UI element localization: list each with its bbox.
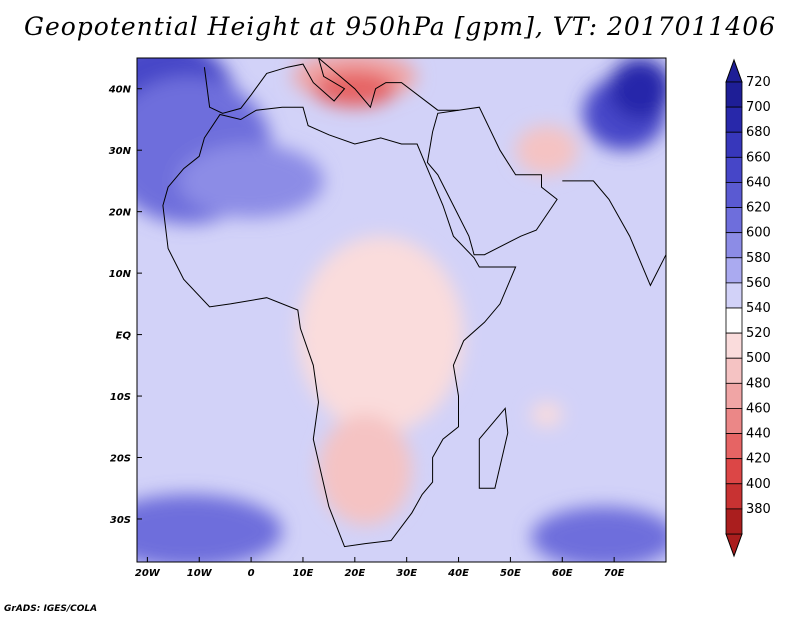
- colorbar-swatch-720: [725, 81, 743, 108]
- colorbar: 720 700 680 660 640 620 600 580 560 540 520 500 480 4…: [725, 58, 771, 558]
- colorbar-label-380: 380: [746, 502, 771, 517]
- colorbar-swatch-480: [725, 382, 743, 409]
- colorbar-label-560: 560: [746, 276, 771, 291]
- map-area: [137, 58, 666, 562]
- lat-label-4: EQ: [116, 331, 132, 342]
- colorbar-label-460: 460: [746, 401, 771, 416]
- credit-label: GrADS: IGES/COLA: [4, 604, 98, 614]
- colorbar-label-440: 440: [746, 427, 771, 442]
- colorbar-label-480: 480: [746, 376, 771, 391]
- colorbar-label-680: 680: [746, 125, 771, 140]
- colorbar-swatch-500: [725, 357, 743, 384]
- field-blob-11: [137, 494, 283, 562]
- lat-label-3: 10N: [109, 269, 132, 280]
- lat-label-6: 20S: [110, 454, 131, 465]
- colorbar-swatch-620: [725, 207, 743, 234]
- colorbar-swatch-380: [725, 508, 743, 535]
- colorbar-swatch-680: [725, 131, 743, 158]
- coastline-2: [478, 407, 509, 489]
- lon-label-9: 70E: [604, 568, 625, 579]
- lon-label-3: 10E: [293, 568, 314, 579]
- field-blob-13: [531, 402, 563, 427]
- coastline-india: [562, 180, 666, 287]
- map-frame: [136, 57, 667, 563]
- colorbar-swatch-520: [725, 332, 743, 359]
- colorbar-swatch-700: [725, 106, 743, 133]
- colorbar-label-580: 580: [746, 251, 771, 266]
- colorbar-top-arrow: [725, 58, 743, 83]
- height-field: [137, 58, 666, 562]
- coastlines: [162, 58, 666, 548]
- colorbar-label-660: 660: [746, 150, 771, 165]
- colorbar-swatch-600: [725, 232, 743, 259]
- lon-label-2: 0: [248, 568, 255, 579]
- lat-label-5: 10S: [110, 392, 131, 403]
- lon-label-5: 30E: [396, 568, 417, 579]
- field-blob-6: [515, 125, 578, 175]
- lat-label-2: 20N: [109, 208, 132, 219]
- colorbar-swatch-540: [725, 307, 743, 334]
- colorbar-label-720: 720: [746, 75, 771, 90]
- lon-label-0: 20W: [135, 568, 161, 579]
- lat-label-7: 30S: [110, 515, 131, 526]
- field-blob-10: [318, 414, 412, 526]
- lon-label-1: 10W: [187, 568, 213, 579]
- lat-label-0: 40N: [108, 85, 132, 96]
- colorbar-swatch-420: [725, 458, 743, 485]
- longitude-axis: 20W 10W 0 10E 20E 30E 40E 50E 60E 70E: [135, 557, 625, 579]
- colorbar-label-700: 700: [746, 100, 771, 115]
- colorbar-label-420: 420: [746, 452, 771, 467]
- colorbar-swatch-580: [725, 257, 743, 284]
- field-blob-12: [531, 506, 666, 562]
- coastline-1: [426, 106, 558, 256]
- field-blob-8: [608, 58, 666, 120]
- coastline-europe: [203, 58, 459, 114]
- colorbar-swatch-400: [725, 483, 743, 510]
- lon-label-4: 20E: [344, 568, 365, 579]
- colorbar-label-400: 400: [746, 477, 771, 492]
- latitude-axis: 40N 30N 20N 10N EQ 10S 20S 30S: [108, 85, 142, 526]
- field-blob-9: [297, 236, 464, 433]
- colorbar-swatch-660: [725, 156, 743, 183]
- colorbar-swatch-440: [725, 433, 743, 460]
- colorbar-label-500: 500: [746, 351, 771, 366]
- lon-label-8: 60E: [552, 568, 573, 579]
- colorbar-swatch-560: [725, 282, 743, 309]
- colorbar-swatch-460: [725, 408, 743, 434]
- colorbar-bottom-arrow: [725, 533, 743, 558]
- colorbar-label-520: 520: [746, 326, 771, 341]
- colorbar-swatch-640: [725, 182, 743, 208]
- colorbar-label-620: 620: [746, 201, 771, 216]
- colorbar-label-600: 600: [746, 226, 771, 241]
- lon-label-7: 50E: [500, 568, 521, 579]
- coastline-0: [162, 106, 517, 548]
- lon-label-6: 40E: [447, 568, 469, 579]
- lat-label-1: 30N: [109, 146, 132, 157]
- field-blob-3: [178, 144, 324, 218]
- chart-title: Geopotential Height at 950hPa [gpm], VT:…: [23, 12, 777, 41]
- colorbar-label-640: 640: [746, 175, 771, 190]
- colorbar-label-540: 540: [746, 301, 771, 316]
